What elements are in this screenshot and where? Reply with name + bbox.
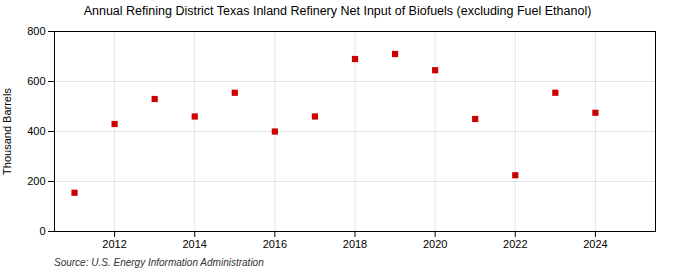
html-text:Source: U.S. Energy Informatio: Source: U.S. Energy Information Administ… <box>54 257 264 268</box>
svg-text:2018: 2018 <box>343 238 367 250</box>
svg-text:200: 200 <box>27 175 45 187</box>
svg-text:2016: 2016 <box>263 238 287 250</box>
svg-text:0: 0 <box>39 225 45 237</box>
svg-text:800: 800 <box>27 25 45 37</box>
svg-text:2020: 2020 <box>423 238 447 250</box>
html-text:Annual Refining District Texas: Annual Refining District Texas Inland Re… <box>83 4 592 18</box>
svg-text:2012: 2012 <box>102 238 126 250</box>
svg-text:600: 600 <box>27 75 45 87</box>
svg-text:2014: 2014 <box>182 238 206 250</box>
svg-text:400: 400 <box>27 125 45 137</box>
svg-text:2022: 2022 <box>503 238 527 250</box>
svg-text:2024: 2024 <box>583 238 607 250</box>
svg-text:Thousand Barrels: Thousand Barrels <box>1 88 13 175</box>
